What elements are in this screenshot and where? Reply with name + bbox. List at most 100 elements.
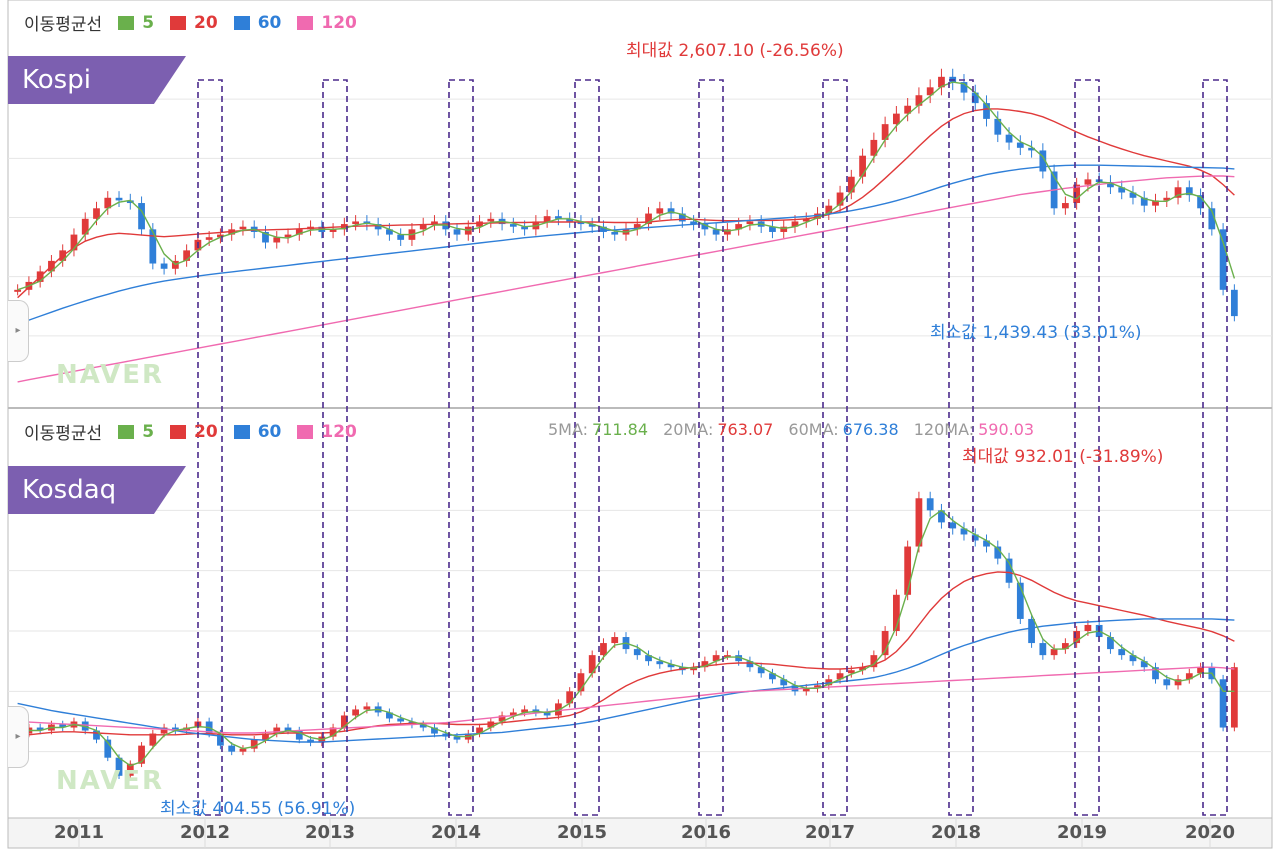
kosdaq-candle [307,739,314,743]
year-start-highlight-box [574,79,600,816]
kosdaq-candle [926,498,934,511]
ma-readout: 5MA: 711.84 20MA: 763.07 60MA: 676.38 120MA… [548,420,1044,439]
kosdaq-candle [160,727,168,734]
kosdaq-candle [93,730,100,740]
kosdaq-candle [1152,667,1159,680]
kosdaq-candle [295,730,303,740]
kosdaq-candle [262,733,269,740]
ma120-label: 120MA: [913,420,975,439]
kosdaq-candle [881,631,889,656]
kospi-candle [1061,203,1069,209]
kospi-candle [1174,187,1182,198]
kosdaq-candle [802,688,810,692]
kosdaq-tag: Kosdaq [8,466,186,514]
legend-top: 이동평균선 5 20 60 120 [24,10,357,36]
legend-label-20: 20 [194,12,218,33]
kospi-candle [701,224,709,230]
kospi-candle [93,208,100,219]
kosdaq-candle [1039,643,1047,656]
kosdaq-candle [1107,637,1114,650]
kosdaq-candle [701,661,709,668]
kospi-candle [983,103,990,119]
kosdaq-candle [577,673,585,692]
kospi-candle [566,218,574,222]
legend-label-20: 20 [194,421,218,442]
kospi-candle [476,221,483,227]
kospi-candle [1016,142,1024,148]
year-start-highlight-box [1074,79,1100,816]
scroll-handle-bottom[interactable]: ▸ [8,706,29,768]
kospi-candle [600,226,607,232]
kospi-candle [577,221,585,225]
kospi-candle [115,197,123,201]
legend-label-5: 5 [142,12,155,33]
kospi-candle [295,229,303,235]
kosdaq-candle [949,522,957,529]
kospi-candle [1152,200,1159,206]
ma5-value: 711.84 [592,420,649,439]
kosdaq-candle [1118,649,1126,656]
legend-title: 이동평균선 [24,424,103,444]
kosdaq-candle [239,748,247,752]
ma60-value: 676.38 [842,420,899,439]
kosdaq-candle [1185,673,1193,680]
kosdaq-candle [115,757,123,776]
kosdaq-candle [667,664,675,668]
kospi-candle [802,218,810,222]
kospi-ma60-line [17,164,1235,325]
legend-swatch-60 [233,424,250,439]
year-start-highlight-box [948,79,974,816]
kospi-candle [419,224,427,230]
kosdaq-candle [1197,667,1204,674]
kospi-candle [374,224,382,230]
kospi-candle [81,218,89,235]
kosdaq-candle [250,739,258,749]
kospi-candle [735,224,743,230]
kospi-candle [780,226,788,232]
kospi-candle [126,200,134,204]
legend-swatch-20 [170,15,187,30]
kosdaq-ma60-line [17,618,1235,743]
kospi-candle [881,124,889,140]
kosdaq-candle [498,715,506,722]
kosdaq-candle [104,739,112,758]
scroll-handle-top[interactable]: ▸ [8,300,29,362]
kospi-candle [104,197,112,209]
kospi-candle [904,105,912,114]
kosdaq-candle [600,643,607,656]
kospi-candle [397,234,405,240]
legend-label-5: 5 [142,421,155,442]
kospi-candle [1028,147,1035,151]
x-tick-label: 2013 [304,822,356,843]
kosdaq-candle [419,724,427,728]
kosdaq-candle [566,691,574,704]
kosdaq-candle [735,655,743,662]
kospi-candle [160,263,168,269]
kospi-candle [1208,208,1216,230]
x-tick-label: 2014 [430,822,482,843]
kosdaq-candle [656,661,664,665]
kospi-candle [1129,192,1137,198]
kospi-candle [915,95,923,106]
kosdaq-candle [284,727,292,731]
legend-label-120: 120 [321,12,357,33]
kosdaq-candle [1230,667,1238,728]
kospi-candle [633,224,641,230]
kospi-ma20-line [17,108,1235,299]
kospi-candle [1230,289,1238,317]
kosdaq-candle [1016,582,1024,619]
x-tick-label: 2012 [179,822,231,843]
year-start-highlight-box [322,79,348,816]
kospi-candle [183,250,191,261]
year-start-highlight-box [1202,79,1228,816]
x-tick-label: 2017 [804,822,856,843]
kosdaq-candle [149,733,157,746]
kosdaq-ma5-line [17,509,1235,767]
legend-swatch-60 [233,15,250,30]
kospi-candle [1073,184,1081,204]
kospi-candle [926,87,934,96]
kosdaq-candle [971,534,979,541]
kospi-ma5-line [17,81,1236,291]
kosdaq-candle [453,736,461,740]
kosdaq-candle [994,546,1002,559]
